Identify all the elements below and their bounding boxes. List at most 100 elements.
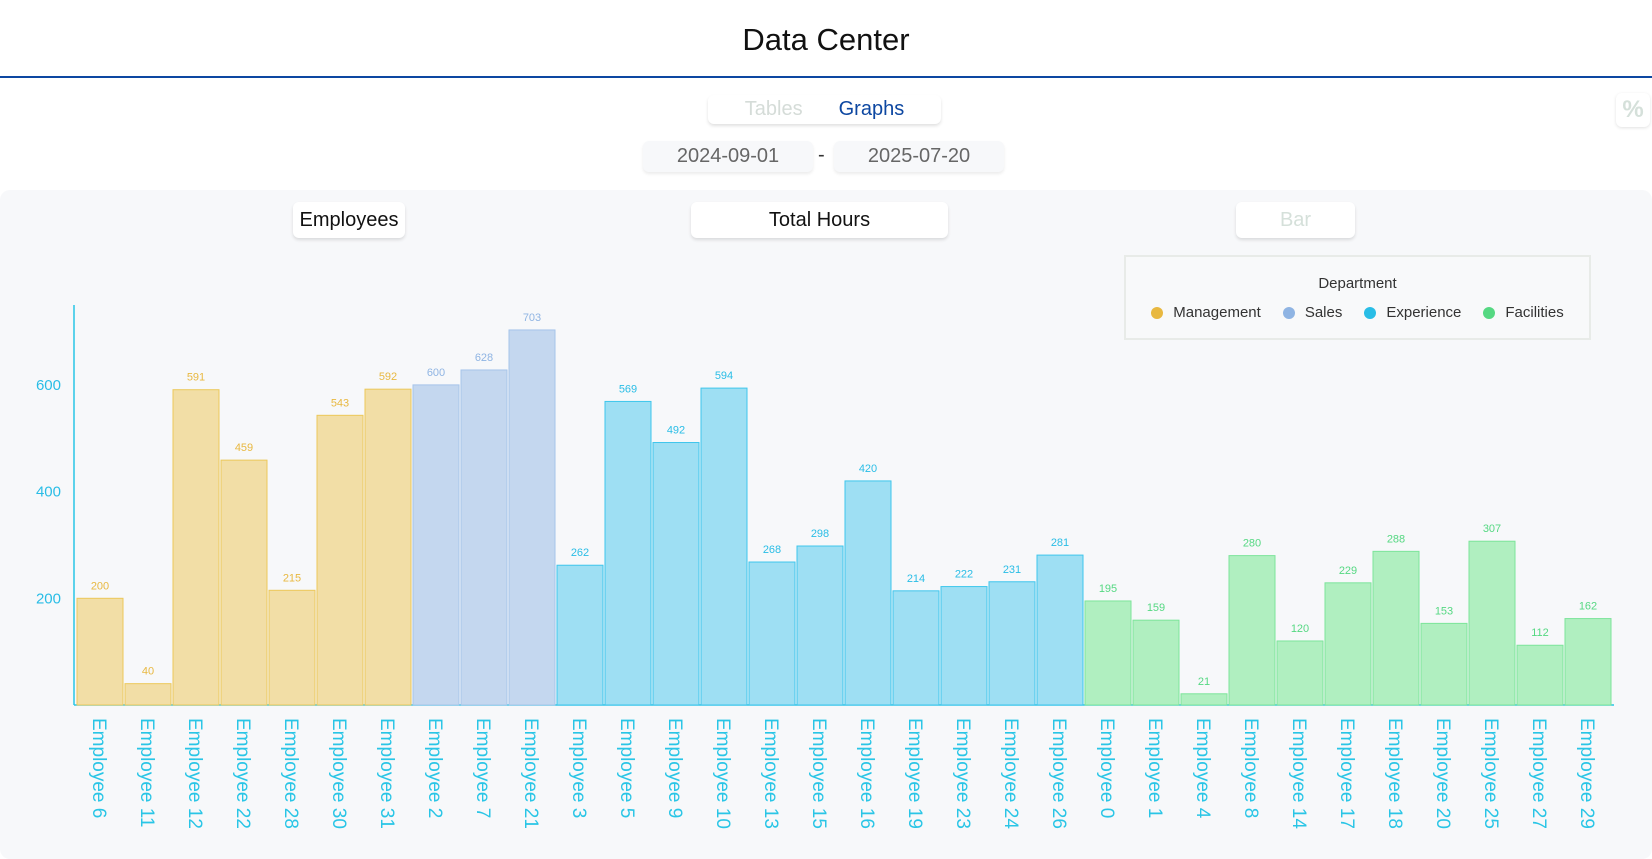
x-tick-label: Employee 3	[568, 718, 589, 818]
data-label: 288	[1387, 533, 1405, 545]
x-tick-label: Employee 11	[136, 718, 157, 828]
y-tick-label: 200	[36, 590, 61, 607]
metric-select[interactable]: Total Hours	[691, 202, 948, 238]
data-label: 214	[907, 573, 925, 585]
x-tick-label: Employee 15	[808, 718, 829, 829]
tab-tables[interactable]: Tables	[744, 98, 803, 120]
data-label: 231	[1003, 564, 1021, 576]
data-label: 420	[859, 463, 877, 475]
x-tick-label: Employee 16	[856, 718, 877, 829]
bar	[1516, 644, 1564, 706]
x-tick-label: Employee 20	[1432, 718, 1453, 829]
bar	[412, 384, 460, 706]
bar	[940, 586, 988, 706]
x-tick-label: Employee 2	[424, 718, 445, 818]
x-tick-label: Employee 21	[520, 718, 541, 829]
data-label: 222	[955, 569, 973, 581]
legend-dot	[1282, 306, 1295, 319]
x-tick-label: Employee 28	[280, 718, 301, 829]
x-tick-label: Employee 12	[184, 718, 205, 829]
data-label: 591	[187, 372, 205, 384]
view-tabs: Tables Graphs	[708, 95, 941, 124]
data-label: 280	[1243, 538, 1261, 550]
x-tick-label: Employee 26	[1048, 718, 1069, 829]
x-tick-label: Employee 23	[952, 718, 973, 829]
bar	[1132, 619, 1180, 706]
data-label: 628	[475, 352, 493, 364]
data-label: 40	[142, 666, 154, 678]
bar	[124, 683, 172, 706]
bar	[364, 388, 412, 706]
x-tick-label: Employee 6	[88, 718, 109, 818]
legend-label: Sales	[1304, 304, 1343, 321]
bar	[748, 561, 796, 706]
bar	[1180, 693, 1228, 706]
legend-item-sales[interactable]: Sales	[1282, 304, 1343, 321]
bar	[1420, 622, 1468, 706]
legend-dot	[1364, 306, 1377, 319]
bar	[556, 564, 604, 706]
data-label: 162	[1579, 601, 1597, 613]
x-tick-label: Employee 29	[1576, 718, 1597, 829]
bar	[76, 597, 124, 706]
bar	[988, 581, 1036, 706]
bar	[220, 459, 268, 706]
data-label: 153	[1435, 605, 1453, 617]
data-label: 281	[1051, 537, 1069, 549]
x-tick-label: Employee 27	[1528, 718, 1549, 829]
x-tick-label: Employee 4	[1192, 718, 1213, 819]
y-tick-label: 600	[36, 377, 61, 394]
bar	[700, 387, 748, 706]
bar	[1084, 600, 1132, 706]
data-label: 594	[715, 370, 733, 382]
bar	[844, 480, 892, 706]
percent-icon[interactable]: %	[1616, 93, 1650, 127]
data-label: 195	[1099, 583, 1117, 595]
start-date-input[interactable]: 2024-09-01	[643, 141, 813, 172]
data-label: 229	[1339, 565, 1357, 577]
chart-type-select[interactable]: Bar	[1236, 202, 1355, 238]
x-tick-label: Employee 18	[1384, 718, 1405, 829]
y-tick-label: 400	[36, 484, 61, 501]
x-tick-label: Employee 24	[1000, 718, 1021, 829]
legend-item-experience[interactable]: Experience	[1364, 304, 1461, 321]
legend: Department Management Sales Experience F…	[1124, 255, 1591, 340]
data-label: 459	[235, 442, 253, 454]
legend-item-facilities[interactable]: Facilities	[1483, 304, 1564, 321]
data-label: 298	[811, 528, 829, 540]
bar	[652, 442, 700, 706]
data-label: 268	[763, 544, 781, 556]
data-label: 492	[667, 425, 685, 437]
x-tick-label: Employee 14	[1288, 718, 1309, 829]
bar	[316, 414, 364, 706]
tab-graphs[interactable]: Graphs	[838, 98, 905, 120]
data-label: 307	[1483, 523, 1501, 535]
header-divider	[0, 76, 1652, 78]
legend-title: Department	[1318, 275, 1397, 292]
x-tick-label: Employee 8	[1240, 718, 1261, 818]
page-title: Data Center	[742, 22, 910, 57]
bar	[604, 400, 652, 706]
legend-label: Experience	[1386, 304, 1462, 321]
bar	[268, 589, 316, 706]
x-tick-label: Employee 0	[1096, 718, 1117, 818]
data-label: 215	[283, 572, 301, 584]
legend-dot	[1483, 306, 1496, 319]
bar	[796, 545, 844, 706]
group-by-select[interactable]: Employees	[293, 202, 405, 238]
bar	[1228, 555, 1276, 706]
x-tick-label: Employee 22	[232, 718, 253, 829]
data-label: 600	[427, 367, 445, 379]
end-date-input[interactable]: 2025-07-20	[834, 141, 1004, 172]
date-separator: -	[818, 144, 825, 166]
data-label: 262	[571, 547, 589, 559]
data-label: 120	[1291, 623, 1309, 635]
data-label: 159	[1147, 602, 1165, 614]
x-tick-label: Employee 5	[616, 718, 637, 818]
x-tick-label: Employee 17	[1336, 718, 1357, 829]
bar	[1564, 618, 1612, 706]
legend-item-management[interactable]: Management	[1151, 304, 1261, 321]
data-label: 21	[1198, 676, 1210, 688]
bar	[460, 369, 508, 706]
